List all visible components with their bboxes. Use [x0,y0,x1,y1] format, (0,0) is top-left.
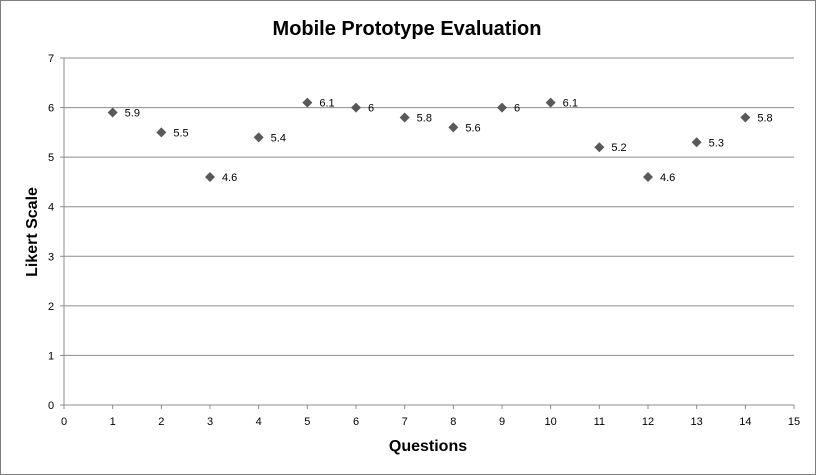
data-point-label: 6 [514,103,520,115]
data-point-marker [497,102,507,113]
data-point-label: 5.6 [465,122,480,134]
x-tick-label: 10 [545,416,557,428]
gridlines [64,57,794,356]
x-tick-label: 15 [788,416,800,428]
data-point-marker [399,112,410,123]
data-point-label: 4.6 [222,172,237,184]
data-point-marker [253,132,264,143]
x-tick-label: 4 [256,416,262,428]
data-point-marker [545,97,556,108]
data-point-marker [448,122,459,133]
x-tick-label: 9 [499,416,505,428]
x-tick-label: 2 [158,416,164,428]
y-tick-label: 1 [48,350,54,362]
x-tick-label: 8 [450,416,456,428]
x-tick-label: 13 [691,416,703,428]
x-tick-label: 0 [61,416,67,428]
y-tick-label: 5 [48,152,54,164]
x-tick-label: 11 [594,416,605,428]
y-tick-label: 0 [48,400,54,412]
x-tick-label: 1 [110,416,116,428]
data-labels: 5.9 5.5 4.6 5.4 6.1 6 5.8 5.6 6 6.1 5.2 4.6 5.3 5.8 [125,98,773,184]
data-points [107,97,751,182]
y-tick-label: 7 [48,53,54,65]
y-tick-label: 6 [48,103,54,115]
data-point-marker [691,137,702,148]
axes [60,57,795,409]
data-point-marker [594,142,605,153]
data-point-label: 6.1 [563,98,578,110]
data-point-marker [351,102,361,113]
data-point-label: 5.8 [757,112,772,124]
y-tick-label: 3 [48,251,54,263]
x-tick-label: 14 [739,416,751,428]
x-tick-label: 12 [642,416,654,428]
y-axis-title: Likert Scale [24,187,41,277]
x-axis-title: Questions [389,438,467,455]
chart-title: Mobile Prototype Evaluation [273,18,542,40]
data-point-marker [107,107,118,118]
data-point-label: 5.9 [125,108,140,120]
y-tick-label: 4 [48,202,54,214]
data-point-label: 5.4 [271,132,286,144]
x-tick-label: 6 [353,416,359,428]
x-tick-label: 7 [402,416,408,428]
data-point-label: 6.1 [319,98,334,110]
x-tick-label: 5 [304,416,310,428]
data-point-marker [156,127,167,138]
data-point-marker [740,112,751,123]
data-point-label: 5.8 [417,112,432,124]
y-tick-label: 2 [48,301,54,313]
data-point-marker [643,171,653,182]
data-point-label: 4.6 [660,172,675,184]
data-point-label: 5.2 [611,142,626,154]
x-tick-label: 3 [207,416,213,428]
data-point-marker [302,97,313,108]
data-point-label: 5.3 [709,137,724,149]
data-point-marker [205,171,215,182]
data-point-label: 6 [368,103,374,115]
data-point-label: 5.5 [173,127,188,139]
